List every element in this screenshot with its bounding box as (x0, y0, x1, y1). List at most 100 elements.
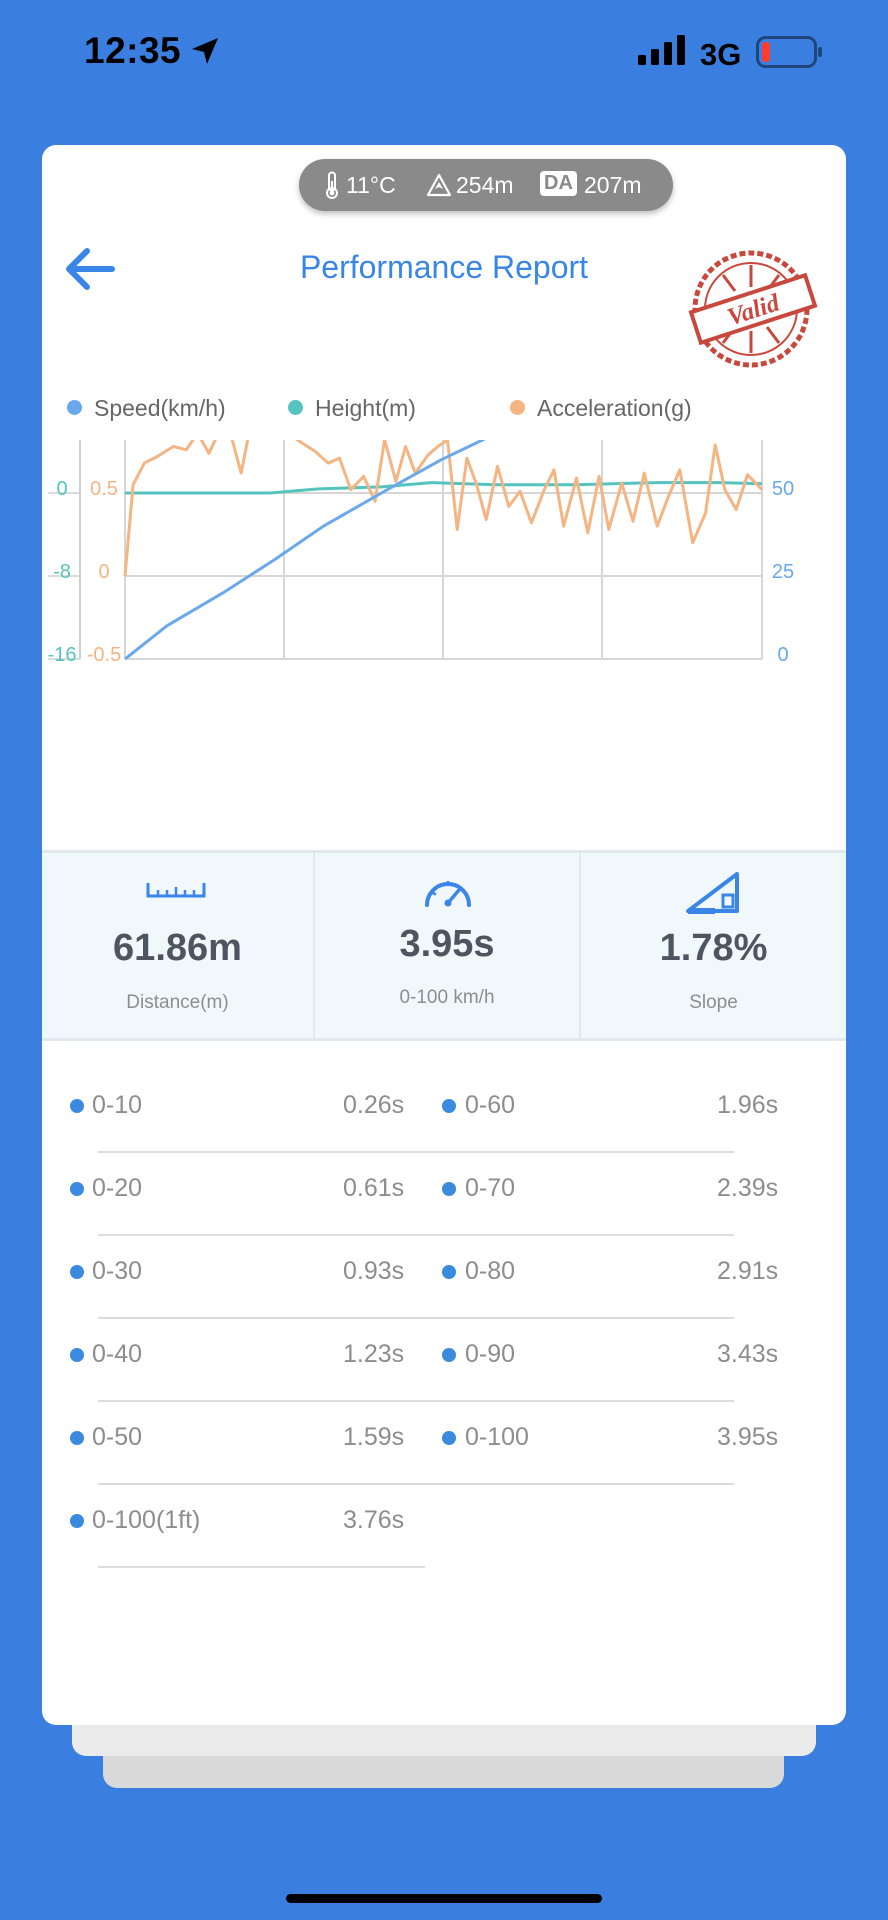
split-value: 3.43s (717, 1340, 779, 1368)
valid-stamp-icon: Valid (688, 250, 818, 368)
split-time-row: 0-40 1.23s (42, 1324, 415, 1402)
legend-item-acceleration: Acceleration(g) (510, 395, 692, 422)
split-label: 0-10 (92, 1091, 143, 1119)
divider (579, 853, 581, 1038)
divider (313, 853, 315, 1038)
bullet-dot (70, 1514, 84, 1528)
split-time-row: 0-100 3.95s (415, 1407, 846, 1485)
page-title: Performance Report (299, 249, 589, 285)
bullet-dot (442, 1182, 456, 1196)
acceleration-tick-label: -0.5 (87, 644, 121, 666)
row-divider (415, 1317, 734, 1319)
legend-dot (67, 400, 82, 415)
back-arrow-icon[interactable] (60, 243, 120, 295)
split-value: 2.39s (717, 1174, 779, 1202)
split-label: 0-40 (92, 1340, 143, 1368)
thermometer-icon (326, 171, 338, 199)
row-divider (98, 1234, 415, 1236)
height-tick-label: -16 (48, 644, 77, 666)
bullet-dot (442, 1265, 456, 1279)
speedometer-icon (425, 881, 471, 907)
acceleration-time-label: 0-100 km/h (399, 987, 495, 1008)
speed-series-line (124, 440, 486, 661)
legend-dot (288, 400, 303, 415)
split-time-row: 0-20 0.61s (42, 1158, 415, 1236)
split-label: 0-100(1ft) (92, 1506, 201, 1534)
weather-conditions-pill: 11°C 254m DA 207m (299, 159, 673, 211)
split-time-row: 0-10 0.26s (42, 1075, 415, 1153)
speed-tick-label: 0 (777, 644, 788, 666)
altitude: 254m (456, 172, 514, 198)
bullet-dot (442, 1348, 456, 1362)
split-time-row: 0-80 2.91s (415, 1241, 846, 1319)
height-tick-label: 0 (56, 478, 67, 500)
mountain-icon (426, 173, 452, 197)
split-time-row: 0-100(1ft) 3.76s (42, 1490, 425, 1568)
bullet-dot (70, 1099, 84, 1113)
row-divider (415, 1400, 734, 1402)
split-label: 0-60 (465, 1091, 516, 1119)
bullet-dot (70, 1265, 84, 1279)
temperature: 11°C (346, 172, 396, 198)
split-time-row: 0-30 0.93s (42, 1241, 415, 1319)
split-label: 0-90 (465, 1340, 516, 1368)
split-time-row: 0-70 2.39s (415, 1158, 846, 1236)
chart-legend: Speed(km/h) Height(m) Acceleration(g) (42, 395, 846, 435)
slope-value: 1.78% (659, 927, 768, 969)
slope-icon (686, 872, 739, 914)
row-divider (98, 1400, 415, 1402)
stat-distance: 61.86m Distance(m) (42, 853, 313, 1038)
split-label: 0-30 (92, 1257, 143, 1285)
home-indicator (286, 1894, 602, 1903)
split-value: 1.96s (717, 1091, 779, 1119)
bullet-dot (442, 1099, 456, 1113)
acceleration-time-value: 3.95s (399, 923, 495, 965)
split-value: 1.23s (343, 1340, 405, 1368)
bullet-dot (442, 1431, 456, 1445)
density-altitude: 207m (584, 172, 642, 198)
network-type: 3G (700, 37, 742, 72)
density-altitude-badge: DA (540, 171, 577, 196)
split-time-row: 0-50 1.59s (42, 1407, 415, 1485)
performance-chart: 1680-8-161.510.50-0.51007550250 (48, 440, 794, 666)
split-time-row: 0-60 1.96s (415, 1075, 846, 1153)
bullet-dot (70, 1348, 84, 1362)
performance-report-card: 11°C 254m DA 207m Performance Report Val… (42, 145, 846, 1725)
legend-dot (510, 400, 525, 415)
row-divider (98, 1483, 415, 1485)
bullet-dot (70, 1431, 84, 1445)
split-label: 0-50 (92, 1423, 143, 1451)
acceleration-tick-label: 0 (98, 561, 109, 583)
stats-panel: 61.86m Distance(m) 3.95s 0-100 km/h (42, 850, 846, 1041)
distance-label: Distance(m) (126, 992, 229, 1013)
row-divider (98, 1317, 415, 1319)
acceleration-series-line (123, 440, 764, 577)
row-divider (98, 1566, 425, 1568)
status-bar: 12:35 3G (0, 0, 888, 104)
row-divider (415, 1234, 734, 1236)
split-value: 0.93s (343, 1257, 405, 1285)
location-arrow-icon (192, 38, 218, 64)
distance-value: 61.86m (113, 927, 242, 969)
stat-acceleration-time: 3.95s 0-100 km/h (315, 853, 579, 1038)
stat-slope: 1.78% Slope (581, 853, 846, 1038)
row-divider (98, 1151, 415, 1153)
split-value: 0.61s (343, 1174, 405, 1202)
split-value: 3.76s (343, 1506, 405, 1534)
height-tick-label: -8 (53, 561, 71, 583)
split-label: 0-20 (92, 1174, 143, 1202)
split-label: 0-100 (465, 1423, 529, 1451)
cell-signal-icon (638, 35, 685, 65)
split-time-row: 0-90 3.43s (415, 1324, 846, 1402)
split-label: 0-70 (465, 1174, 516, 1202)
slope-label: Slope (689, 992, 738, 1013)
legend-item-speed: Speed(km/h) (67, 395, 226, 422)
legend-item-height: Height(m) (288, 395, 416, 422)
split-value: 2.91s (717, 1257, 779, 1285)
row-divider (415, 1151, 734, 1153)
speed-tick-label: 25 (772, 561, 794, 583)
acceleration-tick-label: 0.5 (90, 478, 118, 500)
speed-tick-label: 50 (772, 478, 794, 500)
bullet-dot (70, 1182, 84, 1196)
status-time: 12:35 (84, 30, 182, 71)
